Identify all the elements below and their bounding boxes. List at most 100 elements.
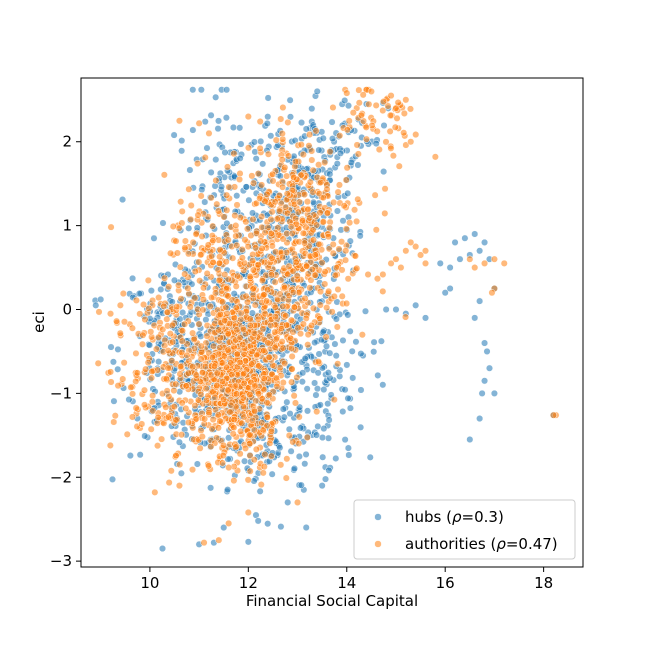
authorities-point: [397, 264, 405, 272]
authorities-point: [207, 371, 215, 379]
authorities-point: [268, 271, 276, 279]
authorities-point: [162, 403, 170, 411]
hubs-point: [279, 405, 287, 413]
authorities-point: [178, 399, 186, 407]
authorities-point: [355, 99, 363, 107]
authorities-point: [246, 440, 254, 448]
authorities-point: [170, 387, 178, 395]
authorities-point: [488, 289, 496, 297]
authorities-point: [326, 148, 334, 156]
authorities-point: [249, 215, 257, 223]
hubs-point: [339, 407, 347, 416]
authorities-point: [229, 430, 237, 438]
x-axis-label: Financial Social Capital: [246, 592, 418, 610]
authorities-point: [256, 144, 264, 152]
authorities-point: [283, 455, 291, 463]
authorities-point: [421, 247, 430, 255]
authorities-point: [276, 207, 284, 215]
hubs-point: [263, 119, 271, 128]
authorities-point: [119, 375, 127, 383]
hubs-point: [301, 460, 309, 468]
authorities-point: [353, 141, 361, 149]
authorities-point: [384, 102, 392, 110]
hubs-point: [329, 135, 337, 143]
authorities-point: [119, 289, 127, 298]
authorities-point: [114, 382, 122, 390]
authorities-point: [265, 391, 273, 399]
hubs-point: [301, 354, 309, 362]
authorities-point: [209, 258, 217, 266]
authorities-point: [260, 346, 268, 355]
authorities-point: [140, 401, 149, 409]
hubs-point: [481, 339, 489, 347]
authorities-point: [294, 208, 302, 216]
authorities-point: [381, 209, 389, 217]
hubs-point: [336, 372, 344, 380]
authorities-point: [263, 297, 271, 305]
authorities-point: [290, 392, 298, 400]
authorities-point: [373, 275, 382, 283]
authorities-point: [249, 266, 257, 274]
authorities-point: [223, 285, 231, 293]
authorities-point: [282, 312, 290, 320]
authorities-point: [141, 315, 149, 324]
authorities-point: [188, 466, 197, 474]
authorities-point: [318, 259, 326, 267]
authorities-point: [149, 392, 157, 400]
authorities-point: [110, 418, 118, 426]
authorities-point: [305, 142, 313, 150]
hubs-point: [456, 255, 464, 263]
authorities-point: [282, 203, 290, 211]
authorities-point: [258, 244, 266, 253]
authorities-point: [252, 244, 260, 252]
authorities-point: [190, 335, 198, 343]
hubs-point: [135, 290, 143, 298]
hubs-point: [178, 147, 186, 155]
authorities-point: [379, 107, 387, 115]
x-tick-label: 10: [140, 574, 159, 592]
authorities-point: [323, 304, 331, 312]
authorities-point: [263, 190, 271, 198]
hubs-point: [315, 350, 323, 358]
hubs-point: [302, 125, 310, 133]
authorities-point: [240, 379, 248, 387]
authorities-point: [224, 386, 232, 394]
authorities-point: [300, 190, 309, 199]
authorities-point: [308, 321, 316, 329]
legend: hubs (ρ=0.3) authorities (ρ=0.47): [353, 499, 576, 560]
hubs-point: [481, 238, 489, 246]
authorities-point: [238, 254, 246, 262]
authorities-point: [279, 103, 287, 112]
authorities-point: [147, 328, 155, 336]
hubs-point: [356, 232, 364, 240]
authorities-point: [201, 153, 209, 162]
legend-label-authorities: authorities (ρ=0.47): [405, 535, 558, 553]
authorities-point: [387, 92, 395, 100]
hubs-point: [324, 434, 333, 442]
hubs-point: [245, 196, 253, 204]
authorities-point: [149, 407, 157, 415]
hubs-point: [264, 94, 272, 102]
authorities-point: [395, 162, 403, 170]
hubs-point: [483, 347, 491, 355]
authorities-point: [244, 242, 252, 251]
authorities-point: [199, 306, 207, 314]
authorities-point: [246, 452, 254, 460]
authorities-point: [219, 451, 227, 460]
authorities-point: [281, 284, 289, 292]
hubs-point: [249, 209, 257, 217]
authorities-point: [216, 417, 224, 425]
hubs-point: [303, 407, 312, 415]
authorities-point: [243, 298, 252, 306]
authorities-point: [357, 111, 365, 119]
authorities-point: [224, 346, 232, 354]
authorities-point: [106, 441, 114, 449]
authorities-point: [412, 243, 420, 251]
authorities-point: [168, 357, 176, 365]
authorities-point: [362, 135, 371, 143]
authorities-point: [236, 169, 244, 178]
authorities-point: [213, 369, 221, 377]
authorities-point: [236, 450, 244, 458]
authorities-point: [160, 274, 169, 282]
hubs-point: [114, 345, 122, 353]
